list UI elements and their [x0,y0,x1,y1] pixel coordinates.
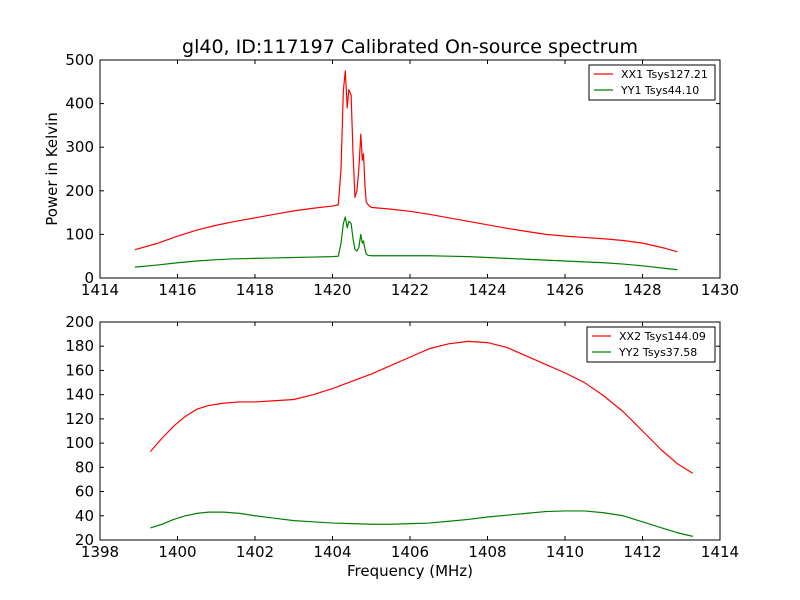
top-panel-ytick-label: 100 [65,225,94,243]
bottom-panel-series-xx-line [149,340,694,474]
bottom-legend-box [586,326,716,363]
top-legend: XX1 Tsys127.21 YY1 Tsys44.10 [588,64,716,101]
top-panel-ytick-label: 500 [65,51,94,69]
bottom-panel-xlabel: Frequency (MHz) [347,562,473,580]
bottom-panel-ytick-label: 20 [75,531,94,549]
top-panel-xtick-label: 1430 [701,281,739,299]
bottom-panel-ytick-label: 40 [75,507,94,525]
bottom-panel: 1398 1400 1402 1404 1406 1408 1410 1412 1414 20 40… [65,313,739,580]
bottom-panel-series-yy-line [150,510,694,537]
bottom-panel-xtick-label: 1400 [158,543,196,561]
top-panel-ytick-label: 400 [65,95,94,113]
bottom-panel-xtick-label: 1406 [391,543,429,561]
top-panel-xtick-label: 1416 [158,281,196,299]
bottom-panel-ytick-label: 120 [65,410,94,428]
bottom-panel-ytick-label: 140 [65,386,94,404]
bottom-panel-ytick-label: 200 [65,313,94,331]
top-panel-series-xx-line [134,70,678,253]
chart-title: gl40, ID:117197 Calibrated On-source spe… [182,36,638,58]
bottom-panel-ytick-label: 80 [75,458,94,476]
top-legend-label-xx1: XX1 Tsys127.21 [621,68,708,81]
bottom-panel-xtick-label: 1404 [313,543,351,561]
bottom-legend: XX2 Tsys144.09 YY2 Tsys37.58 [586,326,716,363]
top-panel-series-yy-line [134,216,678,271]
bottom-panel-lines [149,340,694,537]
top-panel-xtick-label: 1420 [313,281,351,299]
top-panel-ylabel: Power in Kelvin [43,112,61,226]
bottom-panel-ytick-label: 180 [65,337,94,355]
top-panel-xtick-label: 1414 [81,281,119,299]
top-panel-ytick-label: 200 [65,182,94,200]
top-panel-ticks: 1414 1416 1418 1420 1422 1424 1426 1428 1430 0 100… [65,51,739,299]
top-legend-label-yy1: YY1 Tsys44.10 [620,84,699,97]
top-panel-xtick-label: 1424 [468,281,506,299]
top-legend-box [588,64,716,101]
bottom-panel-xtick-label: 1412 [623,543,661,561]
bottom-panel-xtick-label: 1408 [468,543,506,561]
bottom-panel-ytick-label: 60 [75,483,94,501]
top-panel-xtick-label: 1422 [391,281,429,299]
top-panel-xtick-label: 1428 [623,281,661,299]
bottom-panel-xtick-label: 1398 [81,543,119,561]
bottom-panel-ytick-label: 100 [65,434,94,452]
bottom-legend-label-yy2: YY2 Tsys37.58 [618,346,697,359]
bottom-panel-xtick-label: 1410 [546,543,584,561]
bottom-panel-ytick-label: 160 [65,361,94,379]
bottom-legend-label-xx2: XX2 Tsys144.09 [619,330,706,343]
bottom-panel-xtick-label: 1402 [236,543,274,561]
top-panel-ytick-label: 0 [84,269,94,287]
top-panel: 1414 1416 1418 1420 1422 1424 1426 1428 1430 0 100… [43,51,739,299]
top-panel-xtick-label: 1418 [236,281,274,299]
bottom-panel-xtick-label: 1414 [701,543,739,561]
bottom-panel-ticks: 1398 1400 1402 1404 1406 1408 1410 1412 1414 20 40… [65,313,739,561]
top-panel-ytick-label: 300 [65,138,94,156]
top-panel-xtick-label: 1426 [546,281,584,299]
top-panel-lines [134,70,678,271]
